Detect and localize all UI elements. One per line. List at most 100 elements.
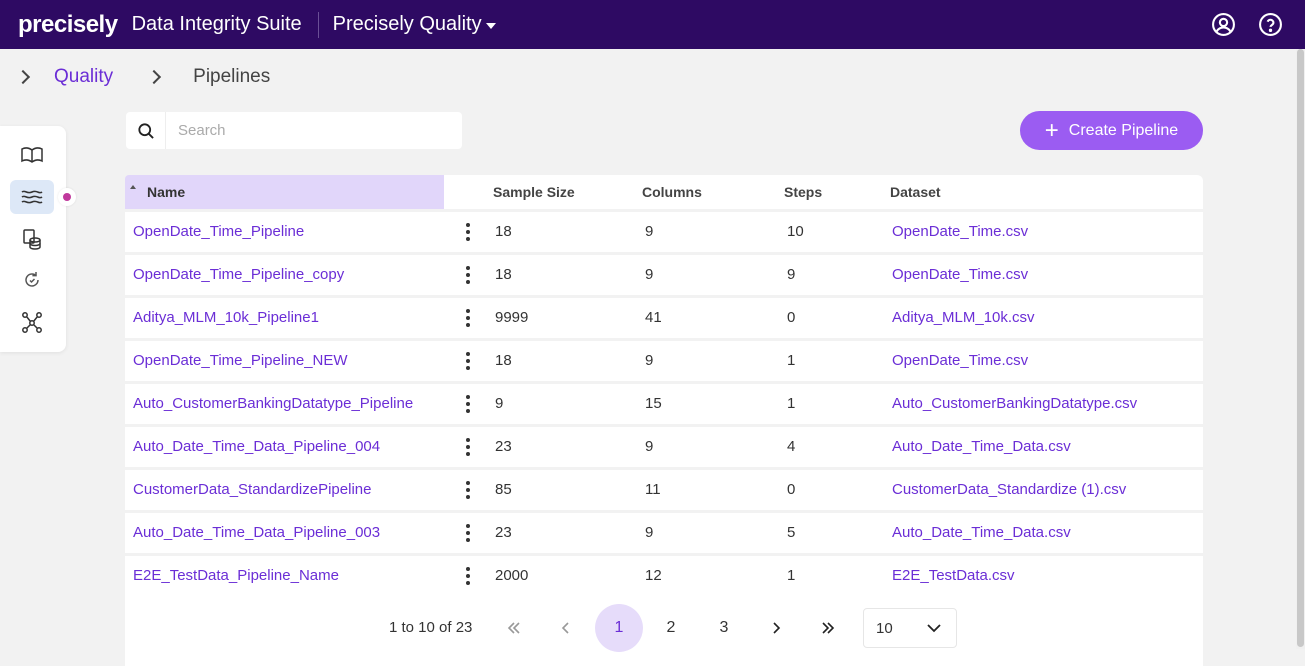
more-vertical-icon[interactable] <box>462 470 474 510</box>
dataset-link[interactable]: OpenDate_Time.csv <box>892 352 1029 369</box>
columns-cell: 12 <box>645 567 662 584</box>
nav-item-quality[interactable] <box>10 180 54 214</box>
pipeline-name-link[interactable]: OpenDate_Time_Pipeline_copy <box>133 266 345 283</box>
pipeline-name-link[interactable]: OpenDate_Time_Pipeline <box>133 223 305 240</box>
nav-item-catalog[interactable] <box>10 138 54 172</box>
more-vertical-icon[interactable] <box>462 212 474 252</box>
integration-nodes-icon <box>22 312 42 333</box>
table-row[interactable]: Auto_CustomerBankingDatatype_Pipeline 9 15… <box>125 381 1203 421</box>
suite-name: Data Integrity Suite <box>131 13 302 35</box>
double-chevron-left-icon <box>507 622 520 634</box>
sample-size-cell: 2000 <box>495 567 529 584</box>
table-row[interactable]: E2E_TestData_Pipeline_Name 2000 12 1 E2E_Tes… <box>125 553 1203 593</box>
dataset-link[interactable]: OpenDate_Time.csv <box>892 266 1029 283</box>
more-vertical-icon[interactable] <box>462 384 474 424</box>
side-navigation <box>0 126 66 352</box>
more-vertical-icon[interactable] <box>462 427 474 467</box>
pipeline-name-link[interactable]: OpenDate_Time_Pipeline_NEW <box>133 352 348 369</box>
steps-cell: 4 <box>787 438 796 455</box>
dataset-link[interactable]: CustomerData_Standardize (1).csv <box>892 481 1127 498</box>
chevron-right-icon[interactable] <box>15 69 31 85</box>
more-vertical-icon[interactable] <box>462 513 474 553</box>
sample-size-cell: 23 <box>495 524 512 541</box>
dataset-link[interactable]: Auto_Date_Time_Data.csv <box>892 438 1071 455</box>
more-vertical-icon[interactable] <box>462 255 474 295</box>
scrollbar-thumb[interactable] <box>1297 49 1304 647</box>
dataset-link[interactable]: E2E_TestData.csv <box>892 567 1015 584</box>
create-pipeline-label: Create Pipeline <box>1068 121 1179 139</box>
table-row[interactable]: OpenDate_Time_Pipeline_NEW 18 9 1 OpenDate_T… <box>125 338 1203 378</box>
dataset-link[interactable]: Auto_CustomerBankingDatatype.csv <box>892 395 1138 412</box>
pipeline-name-link[interactable]: Auto_CustomerBankingDatatype_Pipeline <box>133 395 414 412</box>
columns-cell: 9 <box>645 524 654 541</box>
columns-cell: 9 <box>645 352 654 369</box>
search-input[interactable] <box>178 122 448 139</box>
pipeline-name-link[interactable]: Auto_Date_Time_Data_Pipeline_004 <box>133 438 381 455</box>
nav-item-observability[interactable] <box>10 263 54 297</box>
plus-icon: + <box>1044 116 1059 144</box>
page-size-select[interactable]: 10 <box>863 608 957 648</box>
columns-cell: 41 <box>645 309 662 326</box>
column-header-dataset[interactable]: Dataset <box>890 184 941 200</box>
steps-cell: 1 <box>787 567 796 584</box>
previous-page-button[interactable] <box>542 604 590 652</box>
next-page-button[interactable] <box>752 604 800 652</box>
help-circle-icon[interactable] <box>1258 12 1283 37</box>
table-row[interactable]: OpenDate_Time_Pipeline 18 9 10 OpenDate_Time… <box>125 209 1203 249</box>
sort-ascending-icon <box>130 185 136 189</box>
columns-cell: 15 <box>645 395 662 412</box>
column-header-steps[interactable]: Steps <box>784 184 823 200</box>
header-divider <box>317 11 319 38</box>
column-header-name[interactable]: Name <box>125 175 444 209</box>
more-vertical-icon[interactable] <box>462 298 474 338</box>
sample-size-cell: 18 <box>495 266 512 283</box>
pipeline-name-link[interactable]: Auto_Date_Time_Data_Pipeline_003 <box>133 524 381 541</box>
more-vertical-icon[interactable] <box>462 556 474 596</box>
more-vertical-icon[interactable] <box>462 341 474 381</box>
nav-item-integration[interactable] <box>10 305 54 339</box>
chevron-right-icon <box>773 622 781 634</box>
pipeline-name-link[interactable]: CustomerData_StandardizePipeline <box>133 481 372 498</box>
page-button-1[interactable]: 1 <box>595 604 643 652</box>
catalog-book-icon <box>21 147 43 163</box>
table-row[interactable]: Auto_Date_Time_Data_Pipeline_003 23 9 5 Auto… <box>125 510 1203 550</box>
sample-size-cell: 9999 <box>495 309 529 326</box>
create-pipeline-button[interactable]: + Create Pipeline <box>1020 111 1203 150</box>
breadcrumb-quality-link[interactable]: Quality <box>54 66 114 87</box>
quality-waves-icon <box>21 190 43 204</box>
product-switcher[interactable]: Precisely Quality <box>333 13 496 36</box>
table-row[interactable]: Aditya_MLM_10k_Pipeline1 9999 41 0 Aditya_ML… <box>125 295 1203 335</box>
dataset-link[interactable]: OpenDate_Time.csv <box>892 223 1029 240</box>
sample-size-cell: 9 <box>495 395 504 412</box>
sample-size-cell: 23 <box>495 438 512 455</box>
brand-logo[interactable]: precisely <box>18 10 118 38</box>
columns-cell: 9 <box>645 223 654 240</box>
first-page-button[interactable] <box>490 604 538 652</box>
page-button-3[interactable]: 3 <box>719 619 729 636</box>
nav-item-data[interactable] <box>10 222 54 256</box>
dataset-link[interactable]: Aditya_MLM_10k.csv <box>892 309 1035 326</box>
steps-cell: 0 <box>787 309 796 326</box>
last-page-button[interactable] <box>804 604 852 652</box>
pipeline-name-link[interactable]: Aditya_MLM_10k_Pipeline1 <box>133 309 319 326</box>
table-row[interactable]: CustomerData_StandardizePipeline 85 11 0 Cus… <box>125 467 1203 507</box>
dataset-link[interactable]: Auto_Date_Time_Data.csv <box>892 524 1071 541</box>
active-indicator-dot <box>58 188 76 206</box>
pipeline-name-link[interactable]: E2E_TestData_Pipeline_Name <box>133 567 339 584</box>
product-name: Precisely Quality <box>332 13 482 35</box>
column-header-sample-size[interactable]: Sample Size <box>493 184 575 200</box>
column-header-columns[interactable]: Columns <box>642 184 702 200</box>
pipelines-table: Name Sample Size Columns Steps Dataset O… <box>125 175 1203 666</box>
user-circle-icon[interactable] <box>1211 12 1236 37</box>
search-icon[interactable] <box>126 112 166 149</box>
page-button-2[interactable]: 2 <box>666 619 676 636</box>
breadcrumb-current: Pipelines <box>193 66 271 87</box>
observability-refresh-icon <box>25 272 39 287</box>
pagination-info: 1 to 10 of 23 <box>389 619 473 636</box>
breadcrumb: Quality Pipelines <box>0 60 270 94</box>
table-row[interactable]: OpenDate_Time_Pipeline_copy 18 9 9 OpenDate_… <box>125 252 1203 292</box>
pagination: 1 to 10 of 23 1 2 3 10 <box>125 604 1203 652</box>
table-row[interactable]: Auto_Date_Time_Data_Pipeline_004 23 9 4 Auto… <box>125 424 1203 464</box>
page-scrollbar[interactable] <box>1296 49 1305 649</box>
search-box <box>126 112 462 149</box>
